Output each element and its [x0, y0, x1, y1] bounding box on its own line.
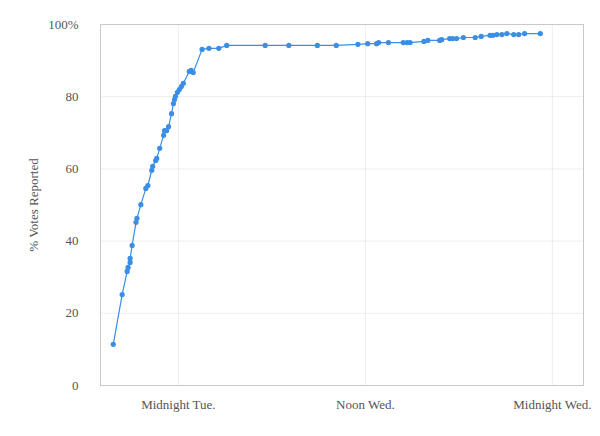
svg-text:% Votes Reported: % Votes Reported: [26, 158, 41, 252]
svg-text:60: 60: [66, 161, 79, 176]
svg-text:100%: 100%: [48, 17, 79, 32]
svg-text:0: 0: [72, 378, 79, 393]
svg-text:20: 20: [66, 305, 79, 320]
svg-text:Midnight Wed.: Midnight Wed.: [513, 397, 591, 412]
svg-text:80: 80: [66, 89, 79, 104]
svg-text:40: 40: [66, 233, 79, 248]
svg-text:Midnight Tue.: Midnight Tue.: [141, 397, 215, 412]
svg-text:Noon Wed.: Noon Wed.: [336, 397, 395, 412]
